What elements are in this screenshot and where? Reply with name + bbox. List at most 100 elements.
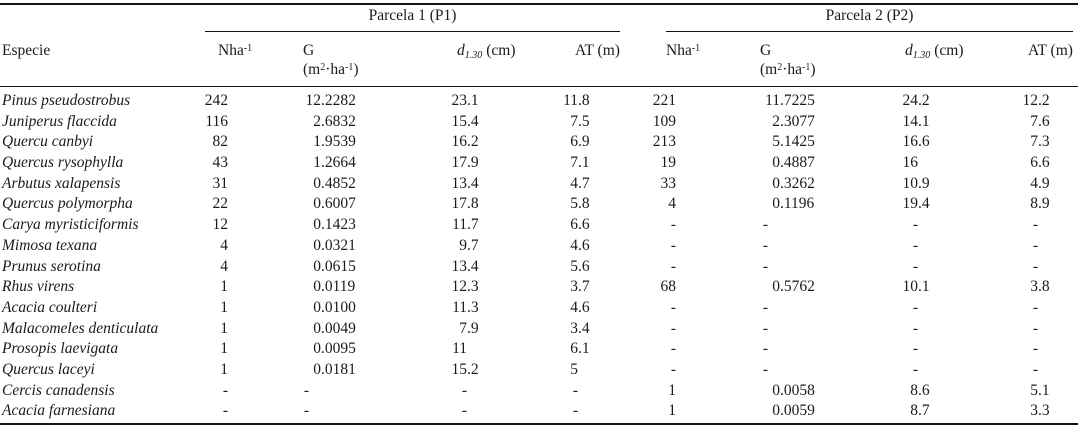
species-name: Acacia coulteri: [2, 298, 98, 316]
value-at1: 4.6: [570, 236, 590, 254]
value-at2: -: [1032, 319, 1038, 337]
species-name: Juniperus flaccida: [2, 112, 117, 130]
species-name: Quercu canbyi: [2, 133, 94, 151]
value-at2: -: [1032, 236, 1038, 254]
value-d2: -: [912, 216, 918, 234]
value-g1: 0.0049: [313, 319, 356, 337]
value-at2: -: [1032, 360, 1038, 378]
col-header-at-p2: AT (m): [1028, 42, 1073, 59]
value-g2: 0.1196: [772, 195, 815, 213]
value-n2: 4: [668, 195, 676, 213]
value-at2: 3.8: [1030, 278, 1050, 296]
value-d1: 9.7: [459, 236, 479, 254]
value-d1: 11.3: [452, 298, 479, 316]
table-row: Rhus virens 1 0.0119 12.3 3.7 68 0.5762 10.1 3.8: [0, 277, 1078, 298]
value-d2: -: [912, 298, 918, 316]
value-d2: 10.9: [902, 174, 930, 192]
value-g1: 0.6007: [313, 195, 356, 213]
value-at1: 7.5: [570, 112, 590, 130]
table-row: Acacia coulteri 1 0.0100 11.3 4.6 - - - -: [0, 298, 1078, 319]
value-d1: 13.4: [451, 257, 479, 275]
col-header-g-p2: G (m2·ha-1): [760, 42, 816, 78]
value-at1: 5: [570, 360, 578, 378]
col-header-d130-p1: d1.30 (cm): [457, 42, 516, 61]
value-g2: -: [762, 216, 768, 234]
group-rule-parcela-2: [666, 31, 1073, 33]
species-name: Prosopis laevigata: [2, 340, 119, 358]
value-n2: 1: [668, 402, 676, 420]
value-n1: 43: [212, 154, 229, 172]
species-name: Rhus virens: [2, 278, 75, 296]
value-n1: 82: [212, 133, 229, 151]
value-g1: 0.0615: [313, 257, 356, 275]
value-g2: 0.0059: [772, 402, 815, 420]
value-at1: 4.7: [570, 174, 590, 192]
value-g1: 0.0181: [313, 360, 356, 378]
value-at1: 3.4: [570, 319, 590, 337]
table-top-rule: [0, 3, 1078, 5]
value-d1: 16.2: [451, 133, 479, 151]
value-d2: 24.2: [902, 92, 930, 109]
table-row: Quercus polymorpha 22 0.6007 17.8 5.8 4 0.1196…: [0, 194, 1078, 215]
value-n1: 12: [212, 216, 229, 234]
group-rule-parcela-1: [205, 31, 620, 33]
species-name: Cercis canadensis: [2, 381, 115, 399]
value-n1: 4: [220, 236, 228, 254]
table-row: Cercis canadensis - - - - 1 0.0058 8.6 5.1: [0, 381, 1078, 402]
table-row: Quercus rysophylla 43 1.2664 17.9 7.1 19 0.488…: [0, 153, 1078, 174]
value-n2: -: [670, 360, 676, 378]
table-row: Prosopis laevigata 1 0.0095 11 6.1 - - - -: [0, 339, 1078, 360]
value-d2: -: [912, 257, 918, 275]
value-at2: -: [1032, 340, 1038, 358]
value-g2: 5.1425: [772, 133, 815, 151]
value-d2: -: [912, 360, 918, 378]
value-d2: 10.1: [902, 278, 930, 296]
value-n1: -: [222, 381, 228, 399]
value-at1: -: [572, 402, 578, 420]
value-at1: 5.6: [570, 257, 590, 275]
species-name: Mimosa texana: [2, 236, 98, 254]
value-d1: -: [461, 381, 467, 399]
value-d2: 8.7: [910, 402, 930, 420]
col-header-g-p1: G (m2·ha-1): [303, 42, 359, 78]
value-d1: 12.3: [451, 278, 479, 296]
value-n1: 1: [220, 278, 228, 296]
value-at1: 5.8: [570, 195, 590, 213]
value-at1: 7.1: [570, 154, 590, 172]
value-g2: -: [762, 319, 768, 337]
value-at2: -: [1032, 257, 1038, 275]
value-at1: 11.8: [563, 92, 590, 109]
value-n1: 4: [220, 257, 228, 275]
value-g1: -: [303, 381, 309, 399]
value-d1: 11.7: [452, 216, 479, 234]
value-d2: 19.4: [902, 195, 930, 213]
species-name: Prunus serotina: [2, 257, 101, 275]
species-name: Malacomeles denticulata: [2, 319, 159, 337]
value-n2: 1: [668, 381, 676, 399]
table-row: Juniperus flaccida 116 2.6832 15.4 7.5 109 2.3…: [0, 112, 1078, 133]
value-g1: 0.0321: [313, 236, 356, 254]
value-g2: -: [762, 257, 768, 275]
value-at2: -: [1032, 216, 1038, 234]
species-name: Quercus laceyi: [2, 360, 95, 378]
species-name: Quercus rysophylla: [2, 154, 124, 172]
value-at1: 6.1: [570, 340, 590, 358]
value-d1: 17.8: [451, 195, 479, 213]
value-g1: 0.0119: [313, 278, 356, 296]
value-n2: -: [670, 319, 676, 337]
species-name: Acacia farnesiana: [2, 402, 116, 420]
value-g2: 0.5762: [772, 278, 815, 296]
value-at2: 8.9: [1030, 195, 1050, 213]
table-bottom-rule: [0, 423, 1078, 425]
value-d1: 13.4: [451, 174, 479, 192]
value-n2: -: [670, 298, 676, 316]
value-g2: -: [762, 236, 768, 254]
col-header-especie: Especie: [2, 42, 51, 59]
table-row: Quercu canbyi 82 1.9539 16.2 6.9 213 5.1425 16.…: [0, 132, 1078, 153]
value-g2: -: [762, 340, 768, 358]
col-header-nha-p2: Nha-1: [666, 42, 701, 59]
value-d2: -: [912, 340, 918, 358]
header-separator-rule: [0, 86, 1078, 88]
value-g1: 0.0100: [313, 298, 356, 316]
value-d2: -: [912, 319, 918, 337]
